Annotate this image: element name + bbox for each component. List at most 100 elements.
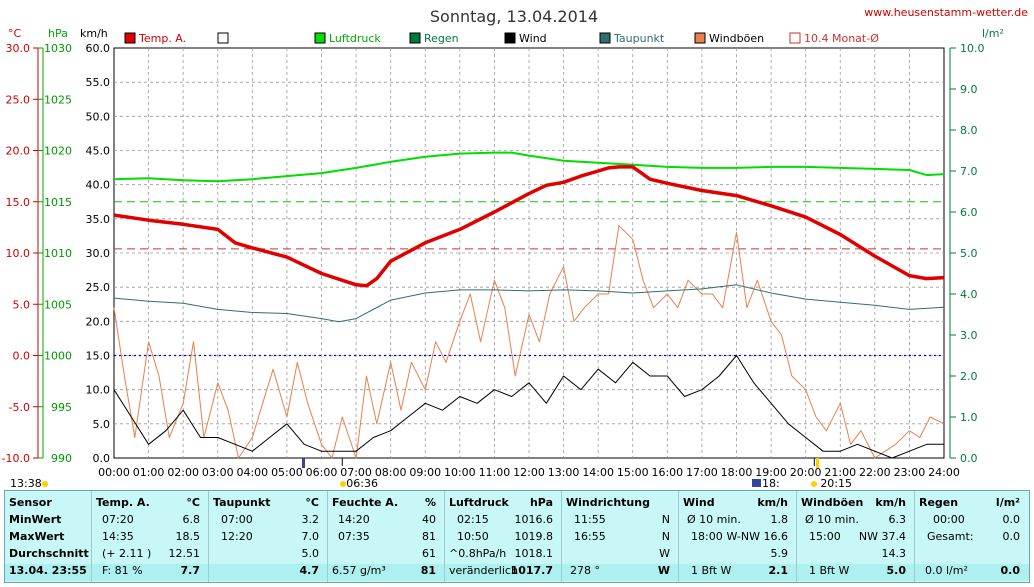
temp-now-val: 7.7 (180, 564, 201, 577)
grid (113, 47, 945, 459)
wdir-now-note: 278 ° (570, 564, 600, 577)
rain-header: Regen (919, 496, 959, 509)
x-tick-label: 16:00 (651, 466, 683, 479)
col-sensor: Sensor MinWert MaxWert Durchschnitt 13.0… (5, 491, 92, 582)
sensor-max: MaxWert (9, 530, 65, 543)
wdir-max-val: N (661, 530, 670, 543)
wind-tick-label: 5.0 (93, 418, 111, 431)
legend-swatch (694, 32, 706, 44)
col-dew: Taupunkt °C 07:00 3.2 12:20 7.0 5.0 4.7 (209, 491, 328, 582)
col-rain: Regen l/m² 00:00 0.0 Gesamt: 0.0 0.0 l/m² 0.… (915, 491, 1028, 582)
wind-header: Wind (683, 496, 715, 509)
site-url: www.heusenstamm-wetter.de (864, 6, 1028, 19)
legend-label: Luftdruck (329, 32, 381, 45)
wind-tick-label: 10.0 (86, 384, 111, 397)
hum-min-val: 40 (422, 513, 436, 526)
chart-title: Sonntag, 13.04.2014 (430, 7, 598, 26)
x-tick-label: 18:00 (721, 466, 753, 479)
x-tick-label: 19:00 (755, 466, 787, 479)
temp-tick-label: 10.0 (6, 247, 31, 260)
hum-header: Feuchte A. (332, 496, 399, 509)
gust-min-note: Ø 10 min. (805, 513, 859, 526)
wind-now-val: 2.1 (768, 564, 789, 577)
weather-chart: Sonntag, 13.04.2014 www.heusenstamm-wett… (2, 6, 1029, 488)
rain-tick-label: 3.0 (960, 329, 978, 342)
press-header: Luftdruck (449, 496, 509, 509)
hum-unit: % (424, 496, 436, 509)
gust-avg-val: 14.3 (881, 547, 907, 560)
x-tick-label: 21:00 (824, 466, 856, 479)
sensor-min: MinWert (9, 513, 62, 526)
legend-swatch (124, 32, 136, 44)
rain-tick-label: 4.0 (960, 288, 978, 301)
wind-tick-label: 40.0 (86, 179, 111, 192)
gust-now-note: 1 Bft W (809, 564, 850, 577)
col-wdir: Windrichtung 11:55 N 16:55 N W 278 ° W (562, 491, 679, 582)
dew-header: Taupunkt (213, 496, 271, 509)
press-tick-label: 990 (51, 452, 72, 465)
sun-icon (340, 481, 346, 487)
x-tick-label: 23:00 (894, 466, 926, 479)
press-now-note: veränderlich (449, 564, 518, 577)
x-tick-label: 10:00 (444, 466, 476, 479)
legend-item (217, 32, 229, 44)
wind-tick-label: 30.0 (86, 247, 111, 260)
temp-min-val: 6.8 (182, 513, 201, 526)
wind-tick-label: 15.0 (86, 350, 111, 363)
legend-swatch (599, 32, 611, 44)
press-tick-label: 1030 (44, 42, 72, 55)
x-tick-label: 11:00 (479, 466, 511, 479)
legend-swatch (409, 32, 421, 44)
series-line-windben (113, 225, 945, 459)
series-line-luftdruck (113, 151, 945, 183)
x-tick-label: 03:00 (202, 466, 234, 479)
dew-max-time: 12:20 (221, 530, 253, 543)
hum-now-note: 6.57 g/m³ (332, 564, 386, 577)
press-avg-val: 1018.1 (514, 547, 554, 560)
legend-item: Taupunkt (599, 32, 665, 45)
rain-tick-label: 0.0 (960, 452, 978, 465)
wdir-min-time: 11:55 (574, 513, 606, 526)
series-line-tempa (113, 165, 945, 288)
legend-label: Windböen (709, 32, 764, 45)
wdir-avg-val: W (659, 547, 670, 560)
legend-item: Temp. A. (124, 32, 186, 45)
x-tick-label: 05:00 (271, 466, 303, 479)
col-hum: Feuchte A.% 14:20 40 07:35 81 61 6.57 g/m³… (328, 491, 445, 582)
temp-tick-label: 20.0 (6, 145, 31, 158)
press-now-val: 1017.7 (510, 564, 553, 577)
rain-now-note: 0.0 l/m² (925, 564, 968, 577)
col-temp: Temp. A. °C 07:20 6.8 14:35 18.5 (+ 2.11 ) 1… (92, 491, 209, 582)
wind-tick-label: 20.0 (86, 315, 111, 328)
wind-max-val: W-NW 16.6 (726, 530, 789, 543)
wdir-max-time: 16:55 (574, 530, 606, 543)
prev-day-label: 13:38 (10, 477, 42, 488)
press-min-val: 1016.6 (514, 513, 554, 526)
legend-label: 10.4 Monat-Ø (804, 32, 879, 45)
x-tick-label: 02:00 (167, 466, 199, 479)
dew-now-val: 4.7 (299, 564, 320, 577)
series-line-wind (113, 355, 944, 459)
wind-tick-label: 35.0 (86, 213, 111, 226)
marker-18-label: 18: (762, 477, 780, 488)
wind-now-note: 1 Bft W (691, 564, 732, 577)
dew-min-time: 07:00 (221, 513, 253, 526)
press-tick-label: 1015 (44, 196, 72, 209)
hum-min-time: 14:20 (338, 513, 370, 526)
legend-label: Temp. A. (138, 32, 186, 45)
press-max-val: 1019.8 (514, 530, 554, 543)
press-tick-label: 1005 (44, 298, 72, 311)
gust-now-val: 5.0 (886, 564, 907, 577)
temp-header: Temp. A. (96, 496, 150, 509)
gust-max-time: 15:00 (809, 530, 841, 543)
unit-temp: °C (8, 27, 22, 40)
rain-tick-label: 5.0 (960, 247, 978, 260)
temp-tick-label: 0.0 (13, 350, 31, 363)
press-avg-note: ^0.8hPa/h (449, 547, 507, 560)
temp-tick-label: -10.0 (2, 452, 30, 465)
temp-tick-label: 15.0 (6, 196, 31, 209)
dew-min-val: 3.2 (301, 513, 320, 526)
legend-item: Luftdruck (314, 32, 381, 45)
rain-tick-label: 9.0 (960, 83, 978, 96)
dew-max-val: 7.0 (301, 530, 320, 543)
